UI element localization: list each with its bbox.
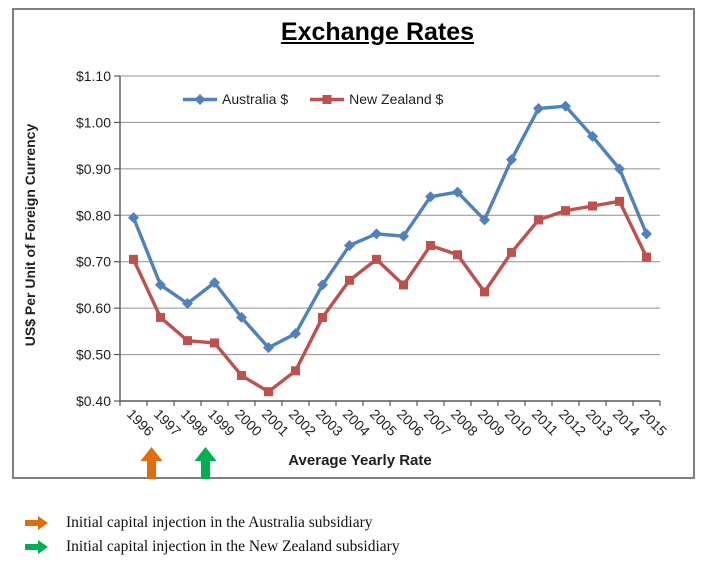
data-point-square (588, 201, 597, 211)
x-tick-label: 2000 (232, 406, 265, 439)
x-tick-label: 2002 (286, 406, 319, 439)
footer-label-australia: Initial capital injection in the Austral… (66, 514, 373, 531)
data-point-diamond (614, 163, 625, 175)
data-point-diamond (236, 311, 247, 323)
data-point-square (237, 370, 246, 380)
data-point-square (372, 254, 381, 264)
footer-row-new-zealand: Initial capital injection in the New Zea… (25, 538, 400, 555)
data-point-diamond (587, 130, 598, 142)
line-square-icon (310, 94, 345, 104)
y-tick-label: $0.40 (76, 393, 111, 409)
line-diamond-icon (183, 93, 217, 105)
footer-row-australia: Initial capital injection in the Austral… (25, 514, 400, 531)
x-tick-label: 2009 (475, 406, 508, 439)
data-point-square (507, 247, 516, 257)
data-point-diamond (452, 186, 463, 198)
data-point-diamond (506, 154, 517, 166)
data-point-diamond (209, 277, 220, 289)
green-right-arrow-icon (25, 540, 48, 554)
data-point-square (615, 196, 624, 206)
data-point-diamond (560, 100, 571, 112)
data-point-square (264, 387, 273, 397)
x-tick-label: 2001 (259, 406, 292, 439)
data-point-square (156, 312, 165, 322)
data-point-diamond (344, 239, 355, 251)
up-arrow-1998 (194, 447, 217, 479)
data-point-diamond (479, 214, 490, 226)
series-line-new-zealand (131, 199, 649, 394)
x-tick-label: 2007 (421, 406, 454, 439)
y-tick-label: $1.10 (76, 68, 111, 84)
y-tick-label: $0.50 (76, 347, 111, 363)
data-point-square (210, 338, 219, 348)
data-point-square (561, 206, 570, 216)
series-line-australia (131, 104, 649, 350)
x-tick-label: 2014 (610, 406, 643, 439)
data-point-diamond (182, 298, 193, 309)
data-point-diamond (425, 191, 436, 203)
data-point-diamond (398, 230, 409, 242)
data-point-square (129, 254, 138, 264)
x-tick-label: 2004 (340, 406, 373, 439)
x-tick-label: 2005 (367, 406, 400, 439)
footer-legend: Initial capital injection in the Austral… (25, 514, 400, 555)
data-point-diamond (155, 279, 166, 291)
legend-item-australia: Australia $ (183, 91, 288, 107)
x-tick-label: 2003 (313, 406, 346, 439)
plot-legend: Australia $ New Zealand $ (183, 90, 443, 108)
chart-title: Exchange Rates (280, 18, 475, 46)
legend-item-new-zealand: New Zealand $ (310, 91, 443, 107)
y-tick-label: $1.00 (76, 114, 111, 130)
data-point-diamond (371, 228, 382, 240)
y-tick-label: $0.70 (76, 254, 111, 270)
x-tick-label: 2006 (394, 406, 427, 439)
x-tick-label: 2012 (556, 406, 589, 439)
x-tick-label: 2011 (529, 406, 562, 439)
data-point-square (426, 240, 435, 250)
data-point-square (480, 287, 489, 297)
x-tick-label: 2015 (637, 406, 670, 439)
legend-label-new-zealand: New Zealand $ (349, 91, 444, 107)
orange-right-arrow-icon (25, 516, 48, 530)
y-tick-label: $0.80 (76, 207, 111, 223)
data-point-diamond (533, 103, 544, 114)
data-point-diamond (128, 212, 139, 224)
data-point-diamond (290, 328, 301, 340)
data-point-square (399, 280, 408, 290)
data-point-diamond (317, 279, 328, 291)
x-tick-label: 2013 (583, 406, 616, 439)
y-axis-title: US$ Per Unit of Foreign Currency (22, 123, 38, 347)
x-tick-label: 2010 (502, 406, 535, 439)
y-tick-label: $0.90 (76, 161, 111, 177)
up-arrow-1996 (140, 447, 163, 479)
footer-label-new-zealand: Initial capital injection in the New Zea… (66, 538, 400, 555)
data-point-square (534, 215, 543, 225)
x-axis-title: Average Yearly Rate (288, 452, 432, 469)
data-point-square (318, 312, 327, 322)
legend-label-australia: Australia $ (222, 91, 289, 107)
x-tick-label: 1998 (178, 406, 211, 439)
data-point-diamond (263, 342, 274, 354)
data-point-diamond (641, 228, 652, 240)
data-point-square (453, 250, 462, 260)
data-point-square (183, 336, 192, 346)
x-tick-label: 1997 (151, 406, 184, 439)
data-point-square (345, 275, 354, 285)
data-point-square (291, 366, 300, 376)
x-tick-label: 1999 (205, 406, 238, 439)
y-tick-label: $0.60 (76, 300, 111, 316)
data-point-square (642, 252, 651, 262)
x-tick-label: 2008 (448, 406, 481, 439)
x-tick-label: 1996 (124, 406, 157, 439)
